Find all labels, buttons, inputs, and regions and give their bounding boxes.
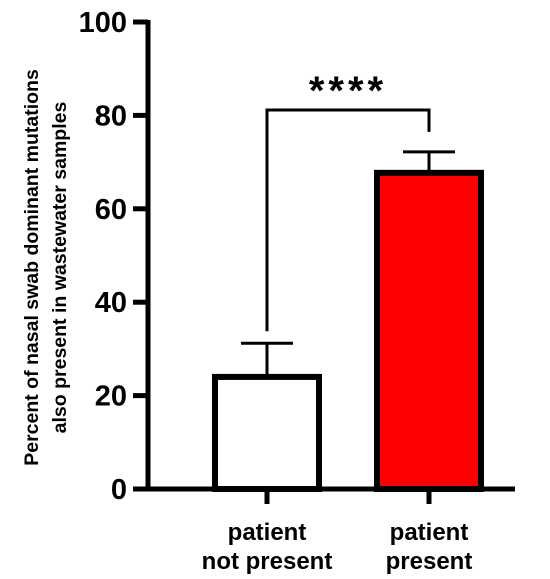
x-tick-label: patient [390, 519, 469, 546]
y-tick-label: 80 [95, 100, 127, 132]
y-tick-label: 40 [95, 287, 127, 319]
y-axis-label: Percent of nasal swab dominant mutations… [21, 69, 71, 466]
significance-label: **** [309, 69, 387, 113]
y-axis: 0 20 40 60 80 100 [79, 7, 151, 506]
y-tick-label: 60 [95, 194, 127, 226]
y-axis-label-line: Percent of nasal swab dominant mutations [21, 69, 43, 466]
x-tick-label: present [386, 548, 473, 575]
significance-bracket-line [265, 108, 431, 332]
bar [212, 373, 322, 493]
error-bars [241, 150, 455, 377]
significance-bracket: **** [265, 69, 431, 332]
x-tick-label: patient [228, 519, 307, 546]
y-tick-label: 20 [95, 381, 127, 413]
bars [212, 169, 484, 493]
y-axis-label-line: also present in wastewater samples [49, 102, 71, 434]
bar [374, 169, 484, 492]
y-tick-label: 100 [79, 7, 127, 39]
y-tick-label: 0 [111, 474, 127, 506]
x-tick-label: not present [202, 548, 333, 575]
